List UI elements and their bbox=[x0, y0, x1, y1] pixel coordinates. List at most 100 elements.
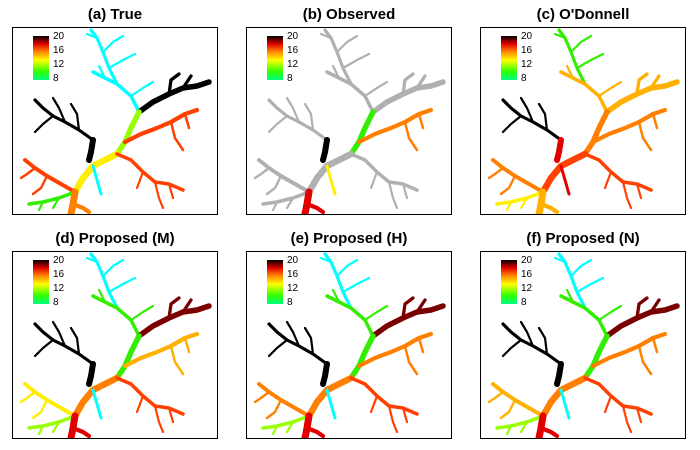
tributary-west-top bbox=[33, 338, 55, 358]
tributary-west-low bbox=[253, 390, 271, 404]
tributary-west-top bbox=[285, 320, 301, 348]
tributary-east-low bbox=[401, 182, 409, 200]
tributary-ne-upper bbox=[575, 52, 605, 70]
river-segment-southwest bbox=[27, 414, 77, 430]
tributary-east-top bbox=[635, 72, 649, 96]
legend-tick: 20 bbox=[287, 255, 299, 266]
river-segment-east-low bbox=[349, 152, 419, 192]
tributary-outlet bbox=[70, 201, 92, 214]
river-segment-mid-south bbox=[325, 388, 337, 420]
panel-title: (e) Proposed (H) bbox=[290, 230, 408, 247]
river-segment-west-top bbox=[33, 98, 95, 142]
tributary-east-low bbox=[621, 180, 633, 210]
river-segment-east-low bbox=[583, 152, 653, 192]
legend-tick: 12 bbox=[53, 283, 65, 294]
river-segment-center-up bbox=[582, 333, 610, 381]
tributary-west-top bbox=[69, 326, 81, 356]
river-segment-east-low bbox=[115, 376, 185, 416]
color-scale-legend bbox=[501, 36, 517, 80]
tributary-east-low bbox=[387, 180, 399, 210]
tributary-east-mid bbox=[183, 112, 191, 130]
river-segment-east-low bbox=[115, 152, 185, 192]
tributary-west-low bbox=[487, 166, 505, 180]
tributary-east-mid bbox=[637, 344, 653, 376]
tributary-east-mid bbox=[169, 120, 185, 152]
river-segment-center-up bbox=[114, 333, 142, 381]
tributary-ne-upper bbox=[101, 258, 125, 278]
river-segment-west-low bbox=[257, 382, 311, 418]
river-segment-west-top bbox=[267, 98, 329, 142]
river-segment-west-low bbox=[23, 382, 77, 418]
tributary-east-mid bbox=[651, 336, 659, 354]
tributary-ne-north bbox=[363, 80, 389, 98]
tributary-west-top bbox=[33, 114, 55, 134]
tributary-east-low bbox=[153, 180, 165, 210]
river-segment-ne-upper bbox=[89, 28, 119, 86]
tributary-ne-upper bbox=[335, 258, 359, 278]
color-scale-legend bbox=[267, 36, 283, 80]
river-segment-ne-upper bbox=[557, 252, 587, 310]
river-segment-ne-north bbox=[91, 294, 141, 338]
river-segment-east-top bbox=[370, 79, 446, 115]
tributary-outlet bbox=[70, 425, 92, 438]
legend-tick: 12 bbox=[521, 283, 533, 294]
tributary-west-low bbox=[499, 398, 517, 420]
river-segment-west-low bbox=[491, 158, 545, 194]
river-segment-east-top bbox=[604, 79, 680, 115]
tributary-ne-north bbox=[597, 304, 623, 322]
river-segment-east-top bbox=[136, 303, 212, 339]
legend-tick: 8 bbox=[287, 73, 293, 84]
map-frame: 20 16 12 8 bbox=[480, 251, 686, 439]
panel-title: (a) True bbox=[87, 6, 143, 23]
tributary-east-top bbox=[635, 296, 649, 320]
tributary-east-low bbox=[167, 182, 175, 200]
river-network bbox=[253, 252, 446, 438]
river-segment-southwest bbox=[495, 414, 545, 430]
tributary-east-low bbox=[603, 394, 613, 414]
tributary-west-low bbox=[19, 390, 37, 404]
tributary-ne-north bbox=[129, 304, 155, 322]
legend-tick: 8 bbox=[53, 297, 59, 308]
river-segment-east-mid bbox=[590, 331, 668, 369]
legend-tick: 12 bbox=[287, 283, 299, 294]
tributary-west-top bbox=[519, 320, 535, 348]
tributary-outlet bbox=[538, 201, 560, 214]
legend-tick: 16 bbox=[53, 269, 65, 280]
river-segment-ne-upper bbox=[89, 252, 119, 310]
river-network bbox=[19, 252, 212, 438]
river-segment-west-core bbox=[86, 137, 96, 163]
river-segment-ne-north bbox=[325, 294, 375, 338]
tributary-east-top bbox=[167, 296, 181, 320]
tributary-east-low bbox=[621, 404, 633, 434]
tributary-ne-upper bbox=[569, 258, 593, 278]
legend-tick: 12 bbox=[521, 59, 533, 70]
tributary-east-mid bbox=[417, 112, 425, 130]
river-segment-ne-upper bbox=[557, 28, 587, 86]
river-segment-east-mid bbox=[356, 331, 434, 369]
tributary-east-low bbox=[401, 406, 409, 424]
river-segment-west-core bbox=[320, 361, 330, 387]
tributary-east-low bbox=[135, 394, 145, 414]
tributary-west-low bbox=[31, 174, 49, 196]
tributary-east-low bbox=[153, 404, 165, 434]
tributary-west-top bbox=[537, 102, 549, 132]
legend-tick: 20 bbox=[53, 255, 65, 266]
tributary-east-mid bbox=[637, 120, 653, 152]
legend-tick: 8 bbox=[521, 297, 527, 308]
tributary-west-top bbox=[501, 114, 523, 134]
legend-tick: 8 bbox=[521, 73, 527, 84]
tributary-east-top bbox=[401, 72, 415, 96]
tributary-west-top bbox=[303, 102, 315, 132]
tributary-east-low bbox=[635, 406, 643, 424]
river-segment-center-up bbox=[348, 333, 376, 381]
legend-tick: 16 bbox=[521, 269, 533, 280]
legend-tick: 12 bbox=[287, 59, 299, 70]
tributary-ne-north bbox=[129, 80, 155, 98]
tributary-west-top bbox=[51, 320, 67, 348]
river-segment-southwest bbox=[261, 190, 311, 206]
tributary-west-top bbox=[501, 338, 523, 358]
map-frame: 20 16 12 8 bbox=[12, 251, 218, 439]
tributary-west-low bbox=[31, 398, 49, 420]
river-segment-outlet bbox=[67, 412, 79, 438]
tributary-west-top bbox=[537, 326, 549, 356]
